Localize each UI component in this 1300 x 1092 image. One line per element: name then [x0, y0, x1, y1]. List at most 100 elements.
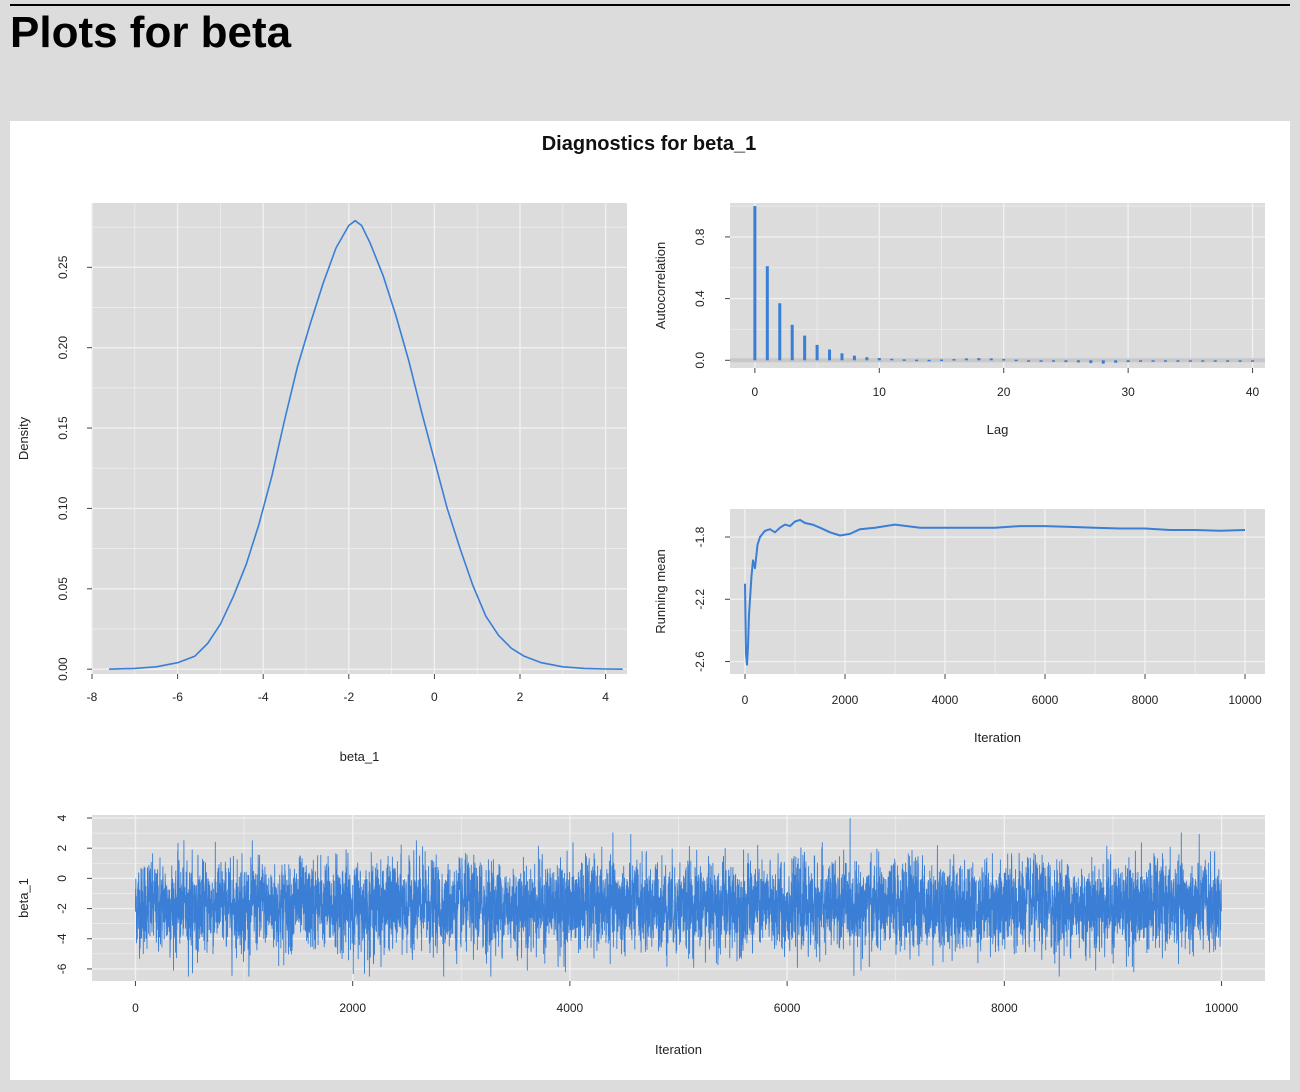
- trace-xtick-label: 8000: [991, 1001, 1018, 1015]
- trace-ytick-label: -2: [55, 903, 69, 914]
- trace-ytick-label: 0: [55, 875, 69, 882]
- trace-ytick-label: 4: [55, 814, 69, 821]
- density-grid: [91, 203, 627, 674]
- diagnostics-figure: Diagnostics for beta_1 -8 -6 -4 -2 0 2 4 0.00 0.…: [10, 121, 1290, 1080]
- running-mean-xtick-label: 10000: [1228, 693, 1262, 707]
- autocorrelation-bar: [940, 359, 944, 362]
- density-xtick-label: -6: [172, 690, 183, 704]
- autocorrelation-bar: [890, 358, 894, 361]
- trace-xlabel: Iteration: [655, 1042, 702, 1057]
- autocorrelation-bar: [1064, 360, 1068, 363]
- density-ytick-label: 0.00: [56, 657, 70, 681]
- running-mean-series-line: [744, 518, 1246, 666]
- density-ylabel: Density: [16, 416, 31, 460]
- trace-ytick-label: 2: [55, 845, 69, 852]
- density-xtick-label: -8: [87, 690, 98, 704]
- running-mean-xtick-label: 2000: [832, 693, 859, 707]
- top-rule: [10, 4, 1290, 6]
- autocorrelation-bar: [927, 359, 931, 362]
- autocorrelation-bar: [1188, 360, 1192, 362]
- autocorrelation-bar: [1051, 360, 1055, 362]
- autocorrelation-bar: [865, 357, 869, 361]
- page-heading: Plots for beta: [10, 8, 292, 57]
- autocorrelation-bar: [1213, 360, 1217, 362]
- running-mean-xtick-label: 0: [742, 693, 749, 707]
- autocorrelation-bar: [915, 359, 919, 362]
- running-mean-xtick-label: 4000: [932, 693, 959, 707]
- density-series-line: [109, 219, 623, 670]
- autocorrelation-ytick-label: 0.8: [693, 228, 707, 245]
- running-mean-ytick-label: -2.2: [693, 589, 707, 610]
- autocorrelation-bar: [1014, 359, 1018, 362]
- autocorrelation-bar: [790, 324, 794, 361]
- density-xtick-label: 2: [517, 690, 524, 704]
- density-ytick-label: 0.05: [56, 577, 70, 601]
- autocorrelation-bar: [1151, 360, 1155, 362]
- autocorrelation-bar: [989, 358, 993, 361]
- autocorrelation-plot: 0 10 20 30 40 0.0 0.4 0.8 Lag Autocorrelation: [653, 203, 1265, 437]
- density-xtick-label: -2: [343, 690, 354, 704]
- autocorrelation-bar: [1089, 360, 1093, 364]
- autocorrelation-ytick-label: 0.4: [693, 290, 707, 307]
- autocorrelation-bar: [1226, 360, 1230, 362]
- autocorrelation-bar: [1139, 360, 1143, 362]
- trace-xtick-label: 6000: [774, 1001, 801, 1015]
- autocorrelation-xlabel: Lag: [987, 422, 1009, 437]
- density-xtick-label: -4: [258, 690, 269, 704]
- autocorrelation-bar: [902, 359, 906, 361]
- autocorrelation-bar: [952, 359, 956, 361]
- trace-xtick-label: 10000: [1205, 1001, 1239, 1015]
- running-mean-ytick-label: -2.6: [693, 651, 707, 672]
- autocorrelation-bar: [1238, 360, 1242, 362]
- autocorrelation-xtick-label: 20: [997, 385, 1011, 399]
- autocorrelation-bar: [765, 266, 769, 361]
- trace-ylabel: beta_1: [16, 878, 31, 918]
- autocorrelation-bar: [1126, 360, 1130, 363]
- density-ytick-label: 0.15: [56, 416, 70, 440]
- autocorrelation-bar: [1002, 359, 1006, 361]
- autocorrelation-bar: [828, 349, 832, 361]
- density-xtick-label: 0: [431, 690, 438, 704]
- autocorrelation-bar: [840, 353, 844, 361]
- autocorrelation-bar: [1176, 360, 1180, 362]
- running-mean-background: [730, 509, 1265, 674]
- diagnostics-svg: Diagnostics for beta_1 -8 -6 -4 -2 0 2 40.000.…: [16, 133, 1265, 1057]
- density-xlabel: beta_1: [340, 749, 380, 764]
- autocorrelation-bar: [1114, 360, 1118, 363]
- running-mean-plot: 0 2000 4000 6000 8000 10000 -2.6 -2.2 -1.8 Iterat…: [653, 509, 1265, 745]
- trace-plot: 0 2000 4000 6000 8000 10000 -6 -4 -2 0 2 4 Iteration…: [16, 814, 1265, 1057]
- autocorrelation-ytick-label: 0.0: [693, 352, 707, 369]
- trace-xtick-label: 0: [132, 1001, 139, 1015]
- autocorrelation-bar: [964, 358, 968, 361]
- trace-series-line: [134, 817, 1222, 977]
- running-mean-xtick-label: 8000: [1132, 693, 1159, 707]
- running-mean-ytick-label: -1.8: [693, 526, 707, 547]
- autocorrelation-bar: [1027, 360, 1031, 362]
- autocorrelation-xtick-label: 40: [1246, 385, 1260, 399]
- running-mean-xtick-label: 6000: [1032, 693, 1059, 707]
- autocorrelation-bar: [852, 355, 856, 361]
- autocorrelation-bar: [1076, 360, 1080, 363]
- autocorrelation-bar: [1163, 360, 1167, 362]
- density-ytick-label: 0.25: [56, 255, 70, 279]
- autocorrelation-bar: [1201, 360, 1205, 362]
- autocorrelation-bar: [778, 303, 782, 361]
- autocorrelation-bar: [977, 358, 981, 361]
- autocorrelation-bar: [1039, 360, 1043, 362]
- density-background: [92, 203, 627, 674]
- running-mean-ylabel: Running mean: [653, 549, 668, 634]
- autocorrelation-bar: [1101, 360, 1105, 364]
- autocorrelation-xtick-label: 10: [873, 385, 887, 399]
- density-ytick-label: 0.10: [56, 496, 70, 520]
- density-xtick-label: 4: [602, 690, 609, 704]
- autocorrelation-bar: [877, 357, 881, 361]
- trace-ytick-label: -6: [55, 963, 69, 974]
- autocorrelation-bar: [803, 335, 807, 361]
- density-ytick-label: 0.20: [56, 336, 70, 360]
- figure-title: Diagnostics for beta_1: [542, 133, 757, 155]
- autocorrelation-ylabel: Autocorrelation: [653, 242, 668, 329]
- density-plot: -8 -6 -4 -2 0 2 4 0.00 0.05 0.10 0.15 0.20 0.25 beta_…: [16, 203, 627, 764]
- trace-xtick-label: 2000: [339, 1001, 366, 1015]
- trace-ytick-label: -4: [55, 933, 69, 944]
- autocorrelation-xtick-label: 0: [752, 385, 759, 399]
